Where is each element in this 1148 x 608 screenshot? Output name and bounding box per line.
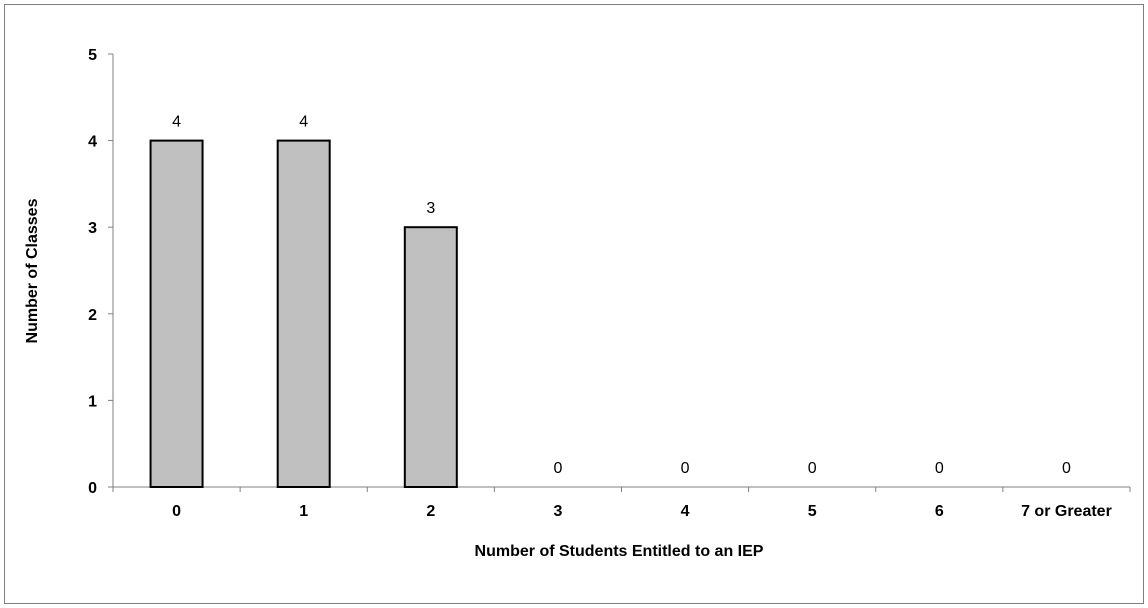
y-tick-label: 3 <box>88 220 97 237</box>
data-label: 0 <box>553 460 562 477</box>
data-label: 0 <box>681 460 690 477</box>
x-tick-label: 5 <box>808 503 817 520</box>
data-label: 4 <box>299 114 308 131</box>
y-tick-label: 4 <box>88 134 97 151</box>
data-label: 0 <box>935 460 944 477</box>
data-label: 3 <box>426 200 435 217</box>
y-tick-label: 1 <box>88 393 97 410</box>
x-tick-label: 2 <box>426 503 435 520</box>
y-axis-title: Number of Classes <box>24 198 41 343</box>
x-tick-label: 7 or Greater <box>1021 503 1112 520</box>
bar <box>403 226 458 488</box>
x-tick-label: 4 <box>681 503 690 520</box>
y-tick-label: 0 <box>88 480 97 497</box>
y-tick-label: 5 <box>88 47 97 64</box>
bar <box>276 139 331 488</box>
data-label: 0 <box>808 460 817 477</box>
data-label: 4 <box>172 114 181 131</box>
y-tick-label: 2 <box>88 307 97 324</box>
plot-area: 0 1 2 3 4 5 4 0 4 1 3 2 0 3 0 4 0 5 0 6 0 7 or Greater <box>88 47 1131 520</box>
bar <box>149 139 204 488</box>
x-tick-label: 1 <box>299 503 308 520</box>
x-axis-title: Number of Students Entitled to an IEP <box>475 543 764 560</box>
x-tick-label: 0 <box>172 503 181 520</box>
data-label: 0 <box>1062 460 1071 477</box>
x-tick-label: 3 <box>553 503 562 520</box>
x-tick-label: 6 <box>935 503 944 520</box>
